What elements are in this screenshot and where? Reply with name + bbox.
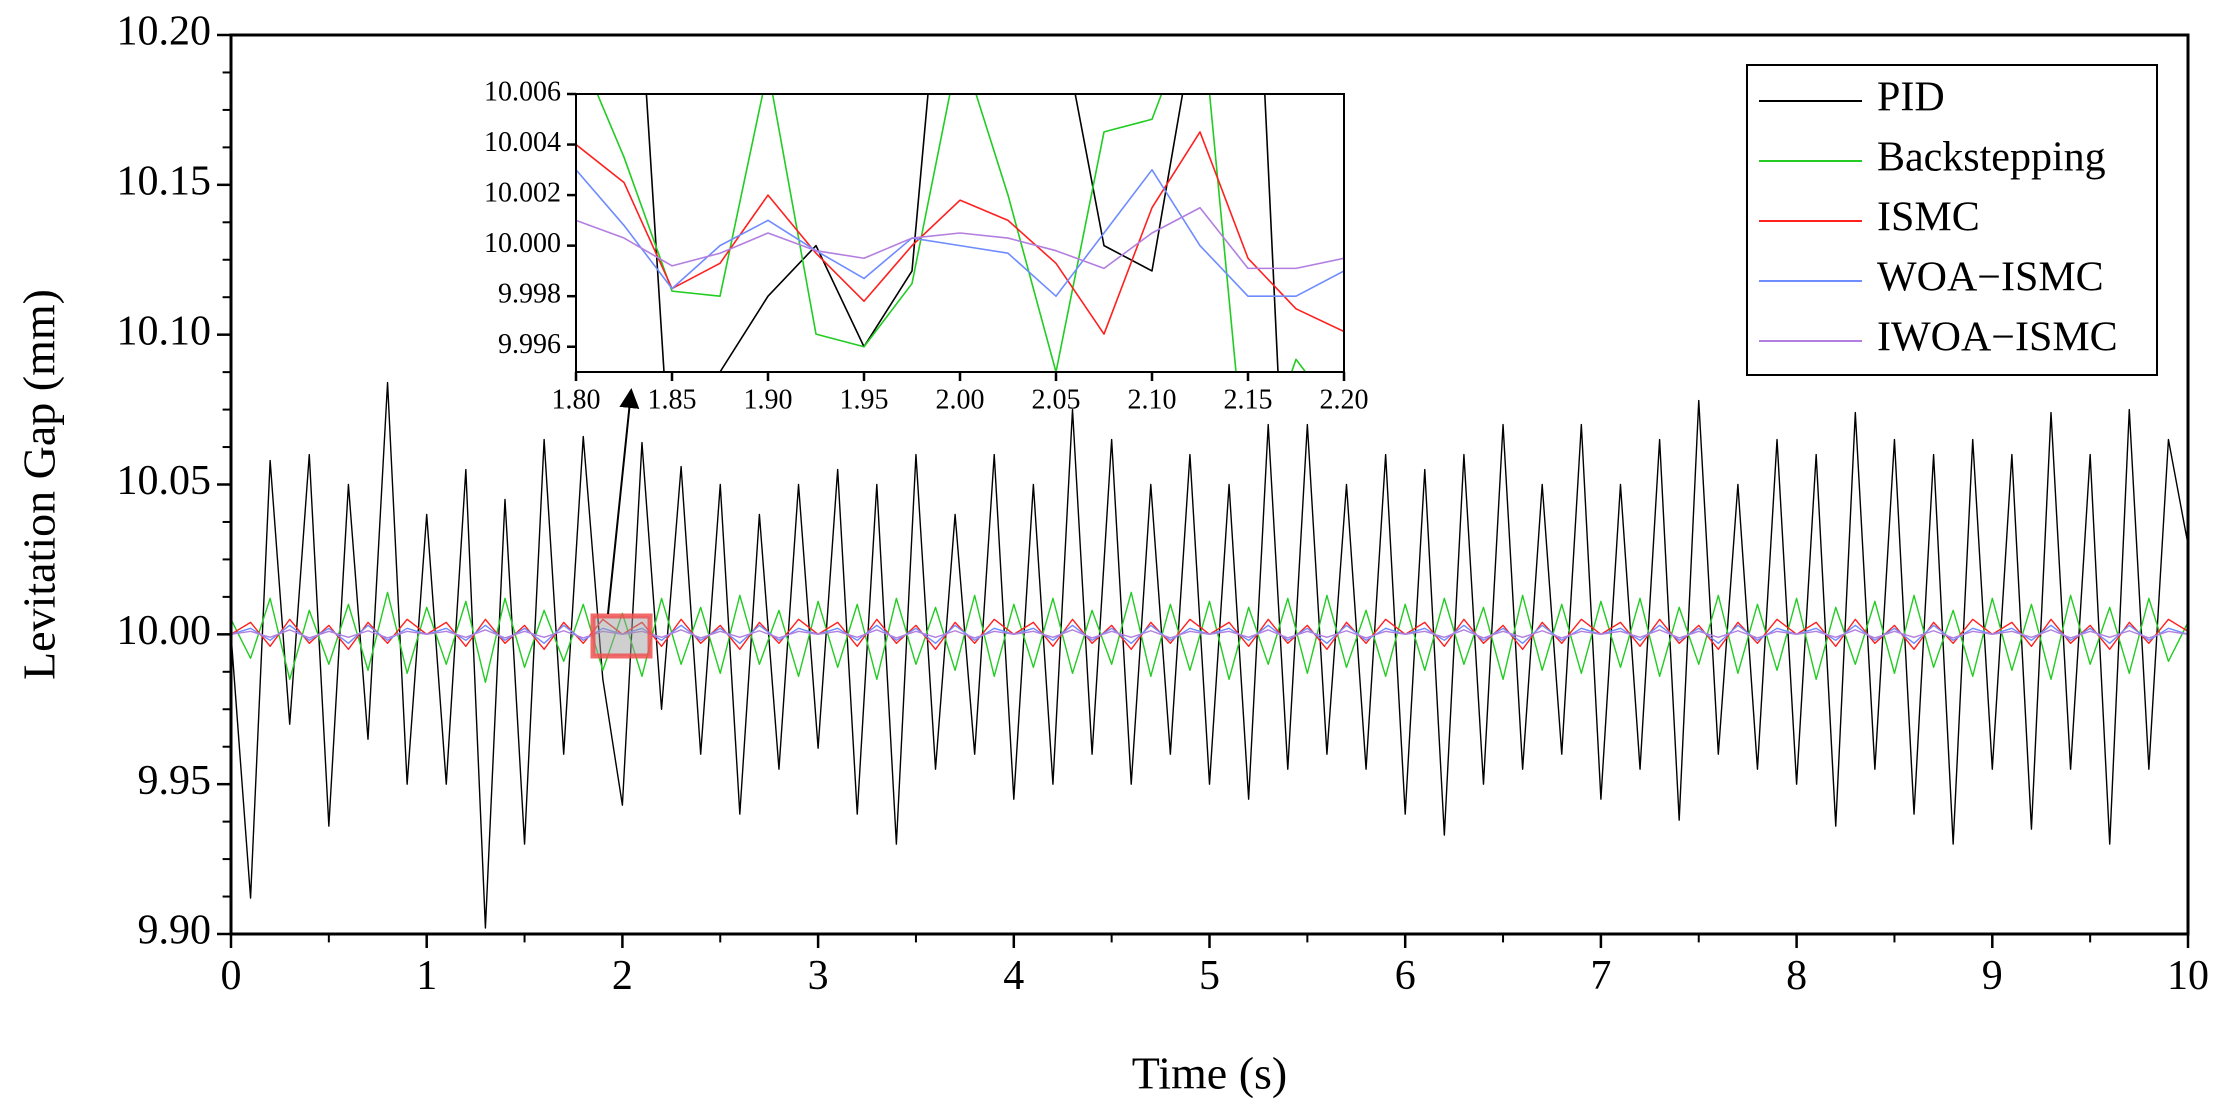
- series-line: [576, 131, 1344, 335]
- x-tick-label: 1: [416, 953, 437, 999]
- x-tick-label: 0: [221, 953, 242, 999]
- x-tick-label: 7: [1590, 953, 1611, 999]
- x-tick-label: 2.00: [936, 384, 985, 415]
- series-line: [231, 629, 2188, 639]
- zoom-region: [590, 613, 653, 659]
- legend-label: ISMC: [1877, 195, 1980, 241]
- legend-label: WOA−ISMC: [1877, 255, 2104, 301]
- x-tick-label: 5: [1199, 953, 1220, 999]
- series-line: [576, 206, 1344, 270]
- legend-label: PID: [1877, 75, 1945, 121]
- y-tick-label: 10.15: [117, 158, 212, 204]
- x-tick-label: 2.15: [1224, 384, 1273, 415]
- y-tick-label: 10.10: [117, 308, 212, 354]
- y-tick-label: 10.20: [117, 9, 212, 55]
- zoom-arrow: [607, 388, 640, 615]
- x-tick-label: 2: [612, 953, 633, 999]
- series-line: [231, 591, 2188, 683]
- y-tick-label: 10.000: [484, 228, 561, 259]
- x-tick-label: 1.95: [840, 384, 889, 415]
- x-tick-label: 1.90: [744, 384, 793, 415]
- x-tick-label: 1.80: [552, 384, 601, 415]
- y-tick-label: 9.996: [498, 329, 561, 360]
- series-line: [576, 169, 1344, 297]
- x-tick-label: 6: [1395, 953, 1416, 999]
- series-line: [231, 381, 2188, 929]
- x-tick-label: 9: [1982, 953, 2003, 999]
- y-tick-label: 10.05: [117, 458, 212, 504]
- legend-label: IWOA−ISMC: [1877, 315, 2118, 361]
- x-axis-title: Time (s): [1132, 1048, 1288, 1099]
- series-group: [576, 94, 1344, 372]
- y-tick-label: 9.90: [138, 908, 212, 954]
- x-tick-label: 2.05: [1032, 384, 1081, 415]
- y-tick-label: 10.006: [484, 76, 561, 107]
- x-tick-label: 8: [1786, 953, 1807, 999]
- x-tick-label: 2.10: [1128, 384, 1177, 415]
- y-axis-title: Levitation Gap (mm): [14, 289, 65, 680]
- legend-label: Backstepping: [1877, 135, 2106, 181]
- x-tick-label: 4: [1003, 953, 1024, 999]
- y-tick-label: 10.004: [484, 127, 561, 158]
- series-line: [596, 94, 1307, 372]
- series-group: [231, 381, 2188, 929]
- x-tick-label: 2.20: [1320, 384, 1369, 415]
- y-tick-label: 9.95: [138, 758, 212, 804]
- y-tick-label: 10.00: [117, 608, 212, 654]
- x-tick-label: 10: [2167, 953, 2209, 999]
- y-tick-label: 10.002: [484, 178, 561, 209]
- x-tick-label: 3: [808, 953, 829, 999]
- x-tick-label: 1.85: [648, 384, 697, 415]
- y-tick-label: 9.998: [498, 279, 561, 310]
